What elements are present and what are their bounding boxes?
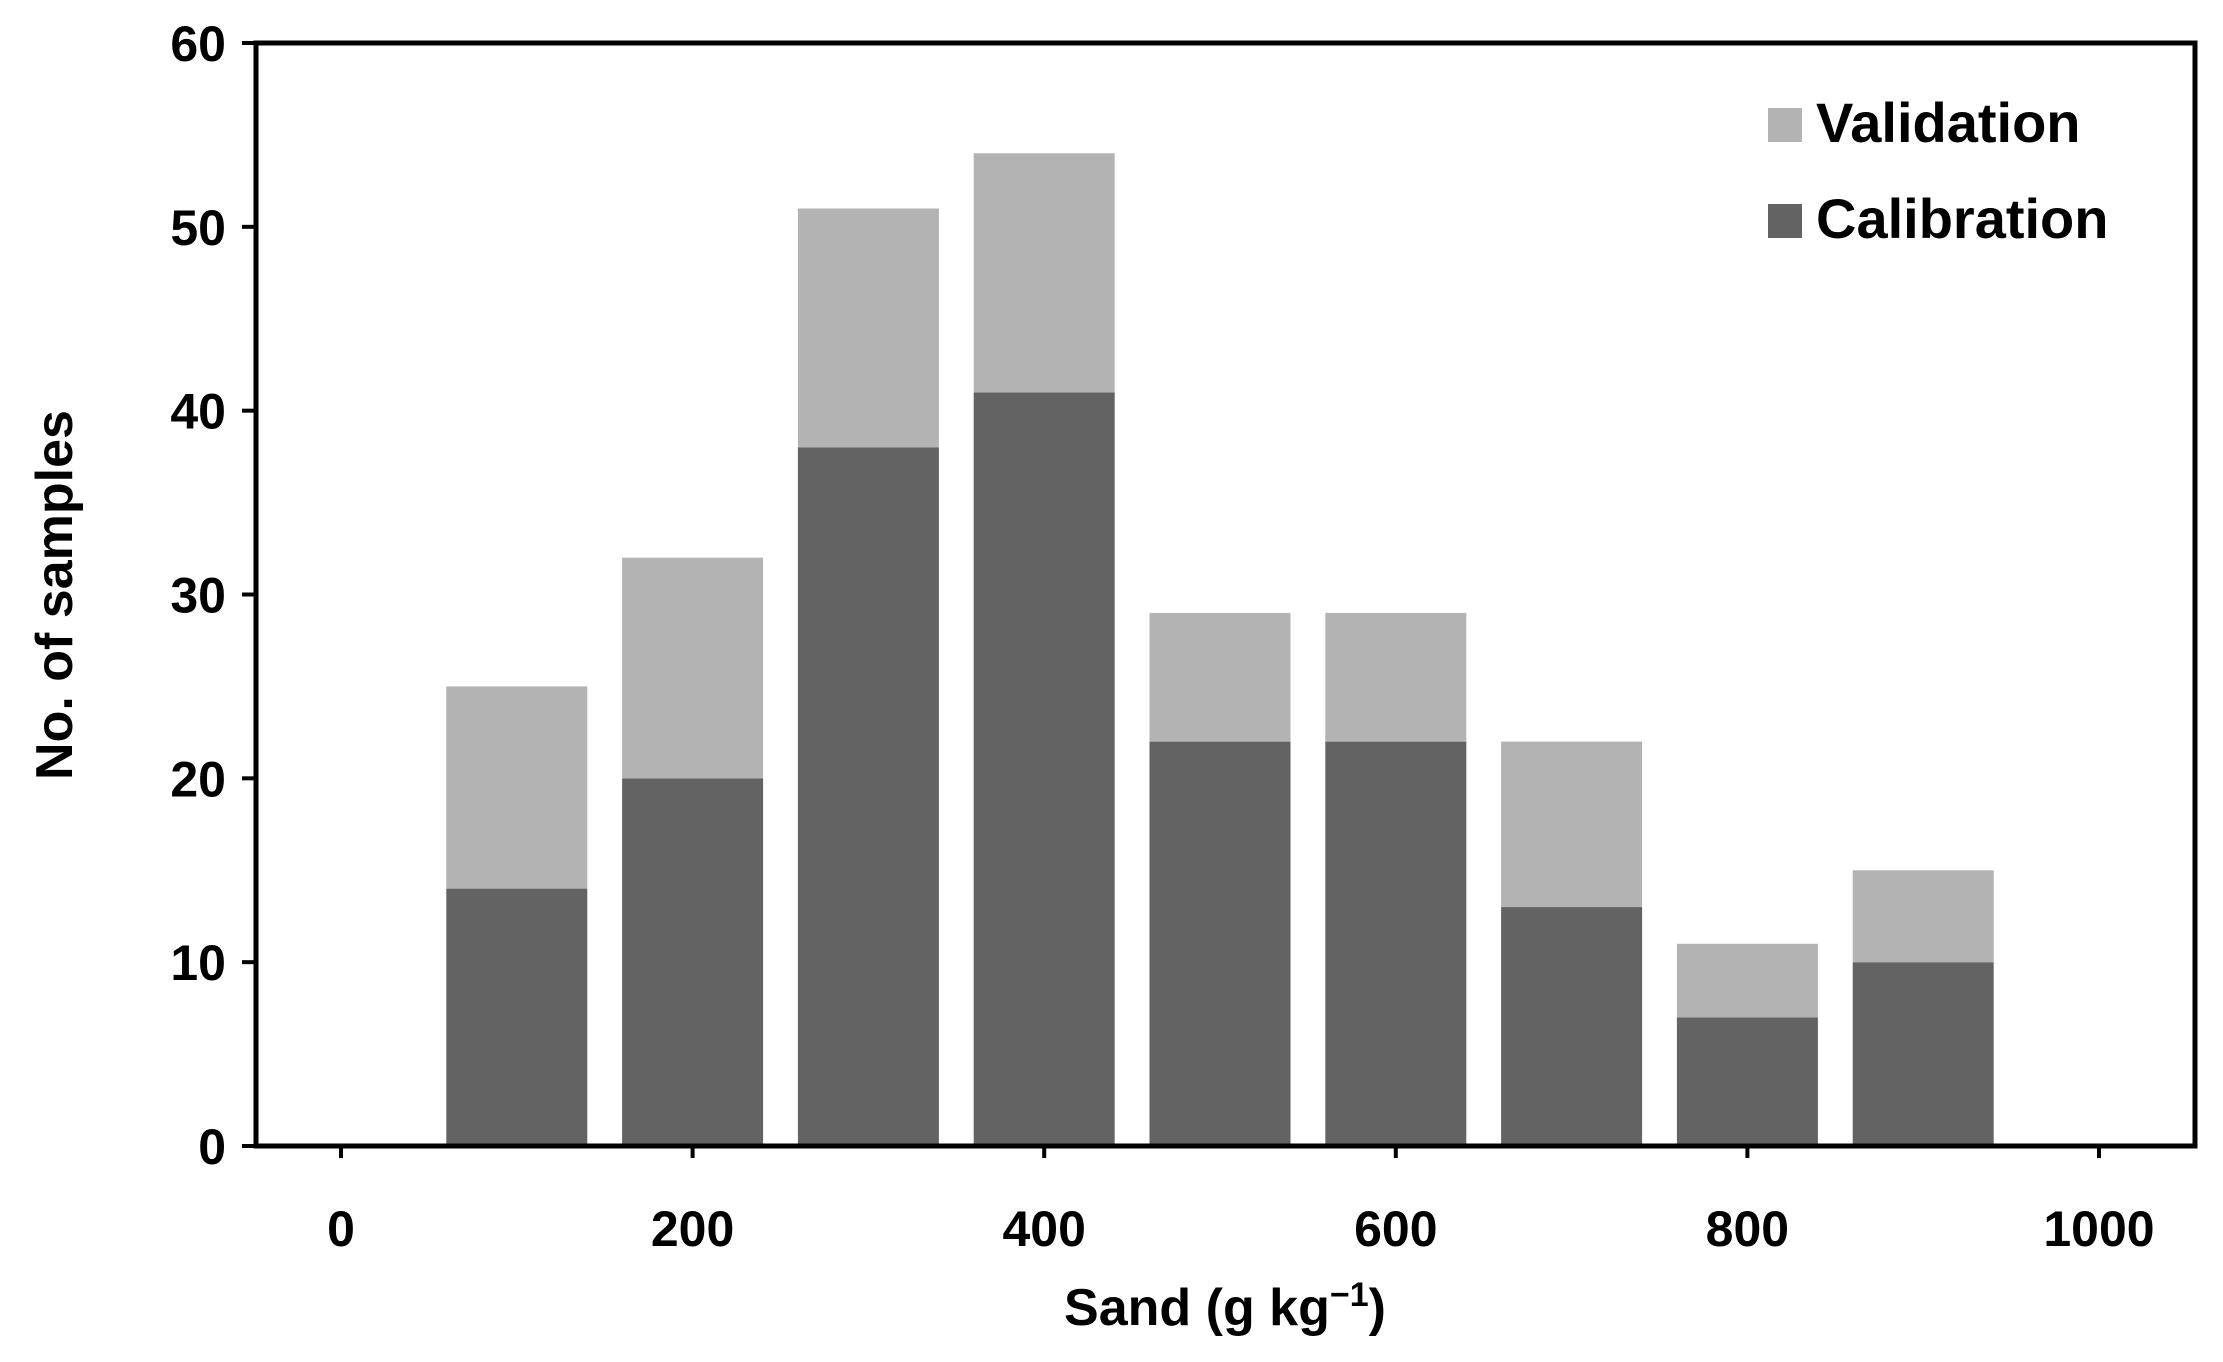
bar-calibration-200 (622, 778, 764, 1146)
x-axis-title-superscript: −1 (1330, 1276, 1369, 1314)
bar-validation-300 (797, 208, 939, 448)
x-axis: 0 200 400 600 800 1000 (327, 1146, 2155, 1257)
bar-calibration-800 (1676, 1017, 1818, 1146)
bar-calibration-300 (797, 447, 939, 1146)
bar-validation-500 (1149, 612, 1291, 742)
x-axis-title-main: Sand (g kg (1064, 1279, 1330, 1337)
y-axis-title: No. of samples (26, 410, 84, 780)
bars-group (446, 153, 1994, 1146)
bar-validation-900 (1852, 870, 1994, 963)
bar-calibration-100 (446, 888, 588, 1146)
x-tick-label: 0 (327, 1201, 355, 1257)
bar-validation-800 (1676, 943, 1818, 1018)
y-tick-label: 10 (170, 935, 226, 991)
y-tick-label: 50 (170, 200, 226, 256)
legend-swatch-calibration (1768, 204, 1802, 238)
bar-calibration-700 (1501, 907, 1643, 1146)
y-tick-label: 0 (198, 1119, 226, 1175)
bar-validation-100 (446, 686, 588, 889)
x-axis-title-end: ) (1369, 1279, 1386, 1337)
x-tick-label: 200 (651, 1201, 734, 1257)
y-tick-label: 60 (170, 16, 226, 72)
bar-calibration-500 (1149, 741, 1291, 1146)
legend-swatch-validation (1768, 108, 1802, 142)
y-axis: 0 10 20 30 40 50 60 (170, 16, 256, 1175)
bar-calibration-600 (1325, 741, 1467, 1146)
x-axis-title: Sand (g kg−1) (1064, 1276, 1386, 1337)
bar-validation-400 (973, 153, 1115, 393)
bar-validation-200 (622, 557, 764, 779)
legend-label-calibration: Calibration (1816, 187, 2108, 250)
y-tick-label: 40 (170, 384, 226, 440)
legend: Validation Calibration (1768, 91, 2108, 250)
bar-validation-700 (1501, 741, 1643, 908)
x-tick-label: 600 (1354, 1201, 1437, 1257)
bar-calibration-900 (1852, 962, 1994, 1146)
bar-calibration-400 (973, 392, 1115, 1146)
bar-validation-600 (1325, 612, 1467, 742)
x-tick-label: 400 (1002, 1201, 1085, 1257)
y-tick-label: 20 (170, 751, 226, 807)
legend-label-validation: Validation (1816, 91, 2081, 154)
x-tick-label: 800 (1706, 1201, 1789, 1257)
y-tick-label: 30 (170, 568, 226, 624)
x-tick-label: 1000 (2043, 1201, 2154, 1257)
